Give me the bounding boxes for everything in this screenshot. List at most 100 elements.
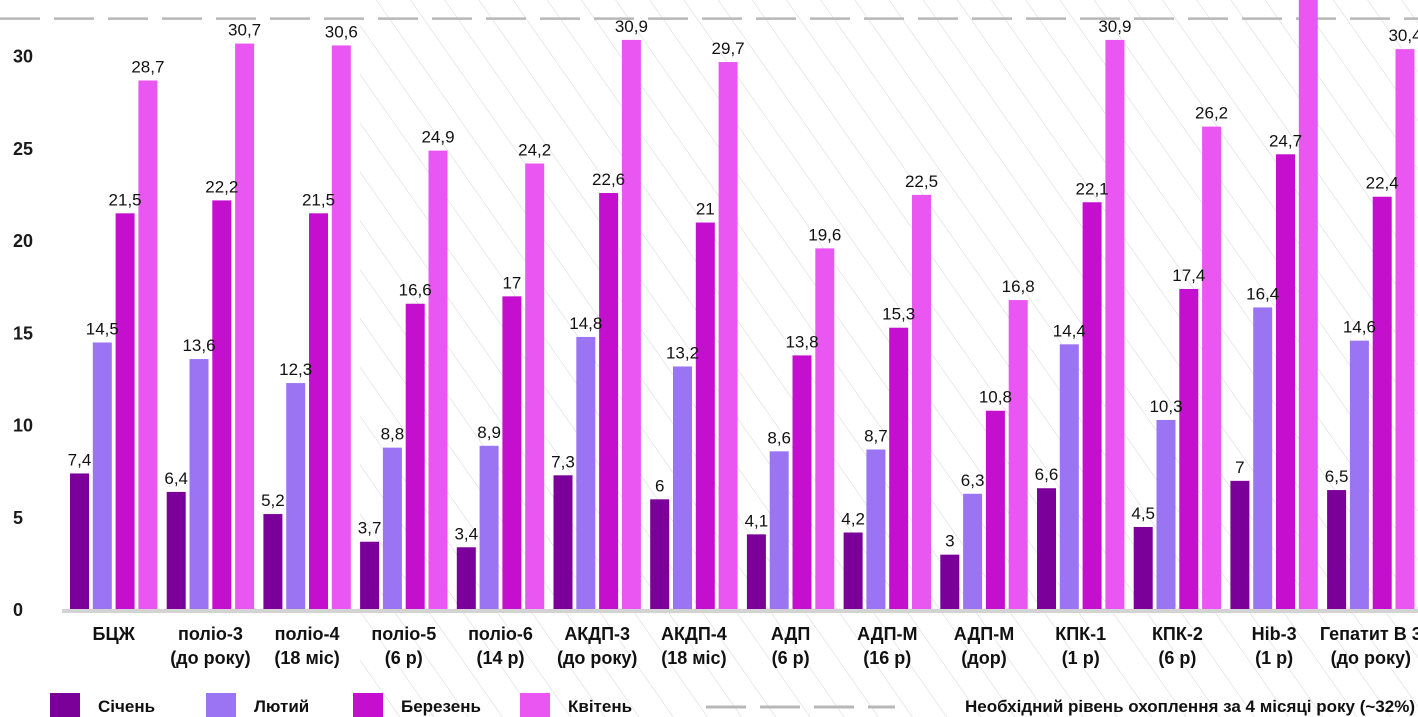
x-tick-label: Hib-3 [1252,624,1297,644]
bar [1133,526,1153,610]
bar [963,493,983,610]
legend-reference-label: Необхідний рівень охоплення за 4 місяці … [965,697,1415,716]
bar [212,200,232,610]
x-tick-label: (1 р) [1062,648,1100,668]
bar [235,43,255,610]
data-label: 24,9 [421,128,454,147]
bar [695,222,715,611]
data-labels: 7,4 14,5 21,5 28,7 6,4 13,6 22,2 30,7 5,2 12,3 21,… [68,17,1418,551]
data-label: 3,4 [454,524,478,543]
bar [360,541,380,610]
bar [1202,126,1222,611]
x-tick-label: Гепатит В 3 [1320,624,1418,644]
data-label: 17 [502,273,521,292]
bar [428,150,448,610]
bar [576,336,596,610]
data-label: 4,2 [841,510,865,529]
x-axis: БЦЖ поліо-3 (до року) поліо-4 (18 міс) поліо-… [93,624,1418,668]
x-tick-label: КПК-1 [1055,624,1106,644]
data-label: 24,2 [518,141,551,160]
bar [70,473,89,610]
bar [866,449,886,610]
data-label: 26,2 [1195,104,1228,123]
data-label: 14,4 [1053,321,1086,340]
bar [1105,39,1125,610]
legend-swatch [353,693,383,717]
data-label: 10,3 [1149,397,1182,416]
bar [1059,344,1079,610]
x-tick-label: поліо-3 [178,624,243,644]
bar [815,248,835,610]
data-label: 19,6 [808,225,841,244]
x-tick-label: (до року) [1331,648,1411,668]
bar [746,534,766,610]
data-label: 7,4 [68,450,92,469]
y-tick-label: 20 [13,231,33,251]
y-axis: 0 5 10 15 20 25 30 [13,47,33,621]
x-tick-label: (1 р) [1255,648,1293,668]
bar [1253,307,1273,610]
bar [718,62,738,611]
data-label: 12,3 [279,360,312,379]
bar [1395,49,1415,611]
y-tick-label: 5 [13,508,23,528]
bar [525,163,545,610]
bar [405,303,425,610]
data-label: 7,3 [551,452,575,471]
legend-label: Березень [401,697,481,716]
bar [115,213,135,610]
bar [985,410,1005,610]
bar [553,475,573,610]
x-tick-label: КПК-2 [1152,624,1203,644]
data-label: 24,7 [1269,131,1302,150]
bar [1349,340,1369,610]
data-label: 6 [655,476,664,495]
data-label: 14,5 [86,319,119,338]
data-label: 22,5 [905,172,938,191]
data-label: 16,6 [399,281,432,300]
x-tick-label: (6 р) [1158,648,1196,668]
x-tick-label: (до року) [557,648,637,668]
bar [843,532,863,610]
data-label: 22,4 [1366,174,1399,193]
data-label: 22,1 [1076,179,1109,198]
bar [456,547,476,610]
data-label: 8,6 [767,428,791,447]
data-label: 8,9 [477,423,501,442]
bar [1372,196,1392,610]
bar [792,355,812,610]
y-tick-label: 10 [13,416,33,436]
x-tick-label: (6 р) [385,648,423,668]
legend-label: Січень [98,697,155,716]
bar [1298,0,1318,610]
bar [286,383,306,610]
data-label: 30,9 [615,17,648,36]
data-label: 30,4 [1388,26,1418,45]
data-label: 16,4 [1246,284,1279,303]
data-label: 15,3 [882,305,915,324]
y-tick-label: 30 [13,47,33,67]
x-tick-label: БЦЖ [93,624,136,644]
bar [769,451,789,610]
data-label: 4,1 [745,511,769,530]
data-label: 14,6 [1343,318,1376,337]
data-label: 3 [945,532,954,551]
bar [1276,154,1295,610]
bar [1037,488,1056,610]
x-tick-label: поліо-5 [371,624,436,644]
data-label: 30,7 [228,21,261,40]
bar [650,499,670,610]
x-tick-label: (до року) [170,648,250,668]
bar [189,359,209,610]
data-label: 13,2 [666,343,699,362]
bar [912,194,931,610]
data-label: 6,4 [164,469,188,488]
bar [1082,202,1102,610]
x-tick-label: поліо-4 [275,624,340,644]
data-label: 16,8 [1002,277,1035,296]
data-label: 13,6 [182,336,215,355]
bar [940,554,960,610]
bar [1327,490,1347,610]
y-tick-label: 0 [13,600,23,620]
data-label: 22,2 [205,177,238,196]
